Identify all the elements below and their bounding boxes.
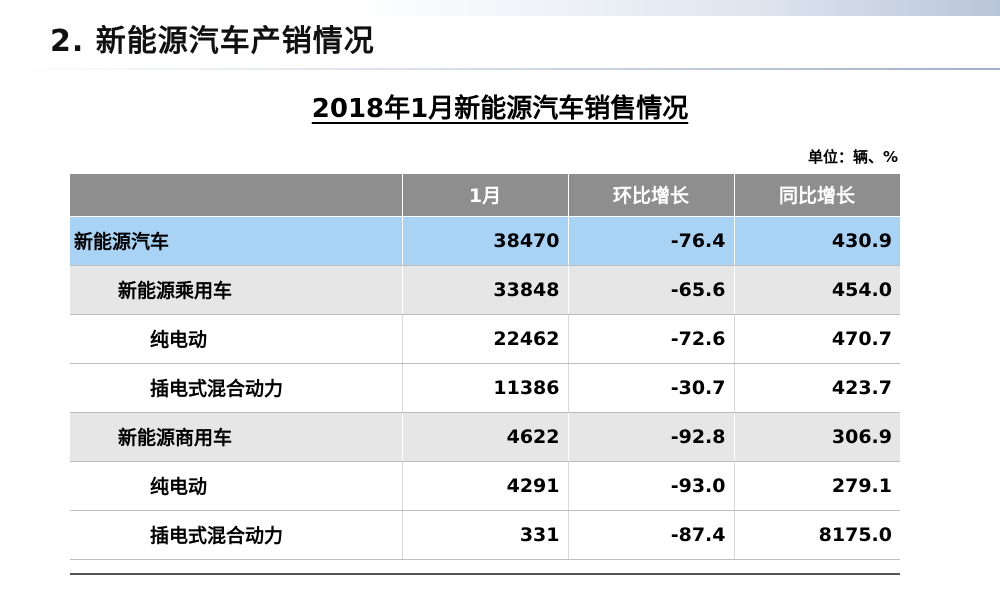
row-name: 新能源商用车 [70, 412, 403, 462]
row-yoy: 454.0 [734, 265, 900, 315]
row-yoy: 470.7 [734, 314, 900, 364]
row-mom: -93.0 [568, 461, 735, 511]
row-jan: 11386 [402, 363, 569, 413]
row-mom: -87.4 [568, 510, 735, 560]
header-cell-mom: 环比增长 [568, 174, 735, 217]
table-row: 新能源汽车 38470 -76.4 430.9 [70, 216, 900, 266]
row-jan: 4291 [402, 461, 569, 511]
table-row: 纯电动 4291 -93.0 279.1 [70, 461, 900, 511]
top-gradient-bar [0, 0, 1000, 16]
header-cell-yoy: 同比增长 [734, 174, 901, 217]
row-yoy: 279.1 [734, 461, 900, 511]
row-yoy: 430.9 [734, 216, 900, 266]
row-name: 插电式混合动力 [70, 510, 403, 560]
row-name: 插电式混合动力 [70, 363, 403, 413]
header-cell-jan: 1月 [402, 174, 569, 217]
row-mom: -65.6 [568, 265, 735, 315]
row-name: 纯电动 [70, 461, 403, 511]
row-yoy: 306.9 [734, 412, 900, 462]
row-jan: 331 [402, 510, 569, 560]
slide-heading: 2. 新能源汽车产销情况 [50, 24, 375, 59]
row-mom: -30.7 [568, 363, 735, 413]
sales-table: 1月 环比增长 同比增长 新能源汽车 38470 -76.4 430.9 新能源… [70, 174, 901, 560]
row-mom: -72.6 [568, 314, 735, 364]
table-row: 插电式混合动力 331 -87.4 8175.0 [70, 510, 900, 560]
table-title-text: 2018年1月新能源汽车销售情况 [311, 94, 689, 124]
row-name: 纯电动 [70, 314, 403, 364]
row-yoy: 423.7 [734, 363, 900, 413]
table-header-row: 1月 环比增长 同比增长 [70, 174, 901, 217]
row-mom: -92.8 [568, 412, 735, 462]
header-cell-name [70, 174, 403, 217]
row-mom: -76.4 [568, 216, 735, 266]
table-row: 插电式混合动力 11386 -30.7 423.7 [70, 363, 900, 413]
row-name: 新能源乘用车 [70, 265, 403, 315]
heading-separator [0, 68, 1000, 70]
table-row: 新能源商用车 4622 -92.8 306.9 [70, 412, 900, 462]
table-row: 新能源乘用车 33848 -65.6 454.0 [70, 265, 900, 315]
row-jan: 22462 [402, 314, 569, 364]
row-jan: 38470 [402, 216, 569, 266]
unit-label: 单位：辆、% [807, 148, 898, 166]
row-jan: 33848 [402, 265, 569, 315]
table-title: 2018年1月新能源汽车销售情况 [0, 88, 1000, 125]
table-row: 纯电动 22462 -72.6 470.7 [70, 314, 900, 364]
table-bottom-rule [70, 573, 900, 575]
row-jan: 4622 [402, 412, 569, 462]
row-name: 新能源汽车 [70, 216, 403, 266]
row-yoy: 8175.0 [734, 510, 900, 560]
